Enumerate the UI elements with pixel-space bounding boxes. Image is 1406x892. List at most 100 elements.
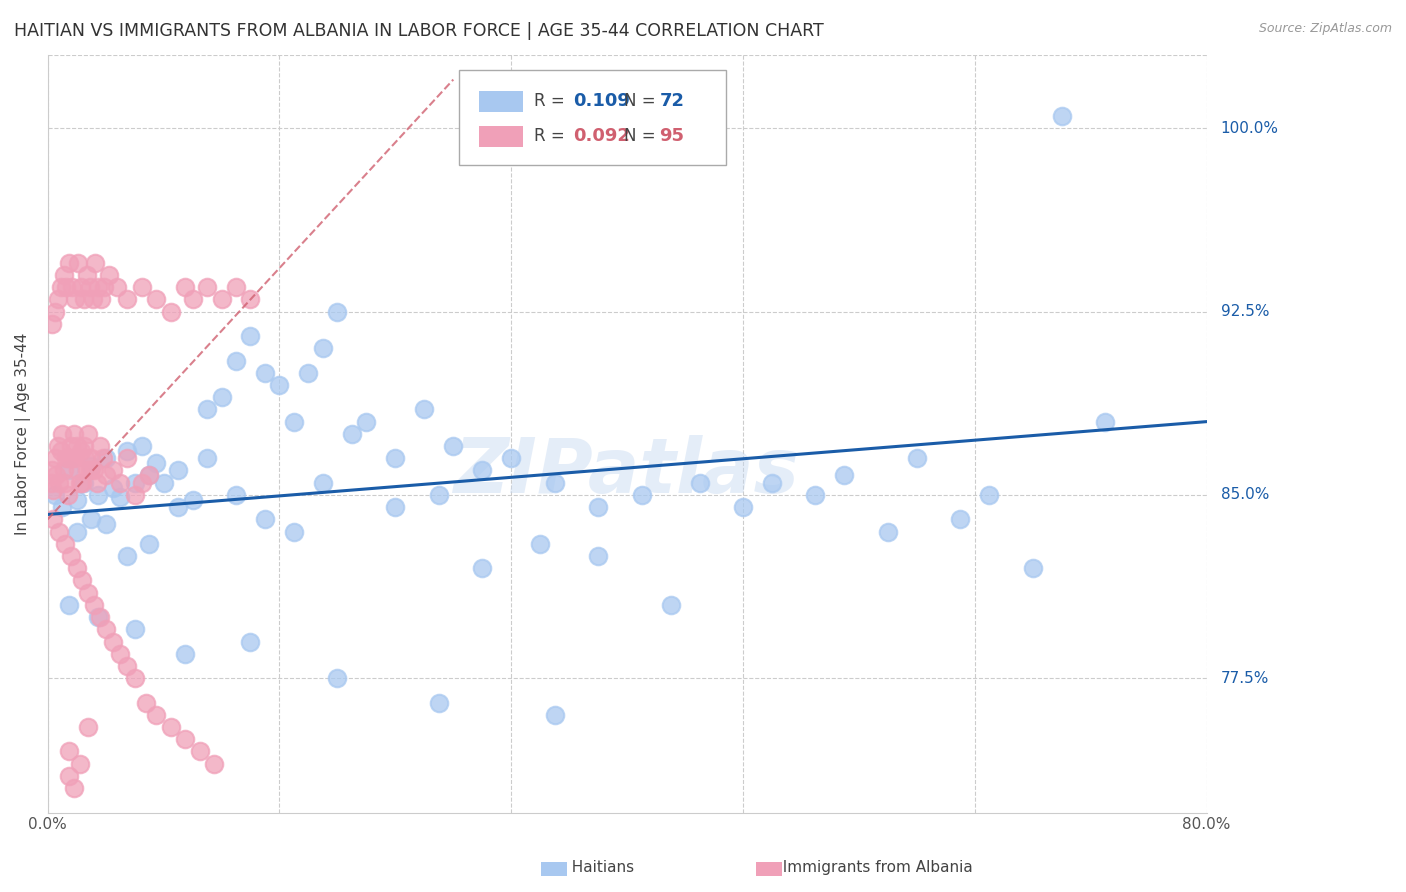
- Point: [135, 696, 157, 710]
- Point: [384, 451, 406, 466]
- Point: [905, 451, 928, 466]
- Point: [73, 475, 96, 490]
- Point: [58, 463, 80, 477]
- Point: [949, 512, 972, 526]
- Text: N =: N =: [624, 93, 661, 111]
- Point: [94, 451, 117, 466]
- Text: R =: R =: [534, 93, 571, 111]
- Point: [94, 468, 117, 483]
- Point: [413, 402, 436, 417]
- Point: [66, 492, 89, 507]
- Point: [62, 781, 84, 796]
- Point: [586, 549, 609, 563]
- Point: [117, 659, 139, 673]
- Point: [326, 304, 349, 318]
- Point: [79, 280, 101, 294]
- Point: [239, 329, 262, 343]
- Point: [181, 293, 204, 307]
- Point: [269, 378, 291, 392]
- Point: [877, 524, 900, 539]
- Point: [77, 585, 100, 599]
- Point: [202, 756, 225, 771]
- Point: [49, 280, 72, 294]
- Point: [46, 293, 69, 307]
- Point: [145, 707, 167, 722]
- Point: [83, 598, 105, 612]
- Point: [131, 439, 153, 453]
- Point: [312, 342, 335, 356]
- Point: [441, 439, 464, 453]
- Point: [225, 488, 247, 502]
- Point: [58, 598, 80, 612]
- Point: [979, 488, 1001, 502]
- Bar: [479, 91, 523, 112]
- Text: 77.5%: 77.5%: [1220, 671, 1268, 686]
- Point: [239, 634, 262, 648]
- Point: [804, 488, 827, 502]
- Point: [69, 475, 91, 490]
- Point: [97, 268, 120, 282]
- Point: [501, 451, 523, 466]
- Point: [86, 475, 108, 490]
- Point: [138, 468, 160, 483]
- Point: [101, 634, 124, 648]
- Point: [89, 439, 111, 453]
- Point: [63, 451, 86, 466]
- Point: [77, 426, 100, 441]
- Point: [80, 451, 103, 466]
- Point: [58, 744, 80, 758]
- Point: [108, 647, 131, 661]
- Point: [58, 769, 80, 783]
- Point: [167, 463, 190, 477]
- Point: [52, 463, 75, 477]
- Point: [91, 451, 114, 466]
- Point: [59, 439, 82, 453]
- FancyBboxPatch shape: [460, 70, 725, 165]
- Point: [39, 475, 62, 490]
- Text: 85.0%: 85.0%: [1220, 487, 1268, 502]
- Point: [66, 524, 89, 539]
- Point: [117, 444, 139, 458]
- Point: [225, 280, 247, 294]
- Text: Source: ZipAtlas.com: Source: ZipAtlas.com: [1258, 22, 1392, 36]
- Point: [253, 366, 276, 380]
- Point: [529, 537, 551, 551]
- Point: [167, 500, 190, 515]
- Point: [108, 491, 131, 505]
- Point: [283, 524, 305, 539]
- Point: [834, 468, 856, 483]
- Text: HAITIAN VS IMMIGRANTS FROM ALBANIA IN LABOR FORCE | AGE 35-44 CORRELATION CHART: HAITIAN VS IMMIGRANTS FROM ALBANIA IN LA…: [14, 22, 824, 40]
- Point: [471, 561, 494, 575]
- Point: [69, 756, 91, 771]
- Bar: [479, 126, 523, 147]
- Point: [87, 280, 110, 294]
- Point: [145, 456, 167, 470]
- Point: [105, 280, 128, 294]
- Point: [46, 439, 69, 453]
- Point: [174, 280, 197, 294]
- Point: [1094, 415, 1116, 429]
- Point: [427, 488, 450, 502]
- Point: [297, 366, 319, 380]
- Point: [58, 256, 80, 270]
- Point: [312, 475, 335, 490]
- Point: [76, 268, 98, 282]
- Point: [124, 475, 146, 490]
- Point: [44, 488, 66, 502]
- Point: [117, 549, 139, 563]
- Point: [138, 537, 160, 551]
- Point: [89, 610, 111, 624]
- Point: [101, 481, 124, 495]
- Point: [58, 451, 80, 466]
- Point: [63, 293, 86, 307]
- Point: [72, 574, 94, 588]
- Point: [1050, 109, 1073, 123]
- Point: [66, 561, 89, 575]
- Point: [211, 293, 233, 307]
- Point: [159, 720, 181, 734]
- Y-axis label: In Labor Force | Age 35-44: In Labor Force | Age 35-44: [15, 333, 31, 535]
- Point: [731, 500, 754, 515]
- Point: [131, 280, 153, 294]
- Point: [80, 512, 103, 526]
- Point: [159, 304, 181, 318]
